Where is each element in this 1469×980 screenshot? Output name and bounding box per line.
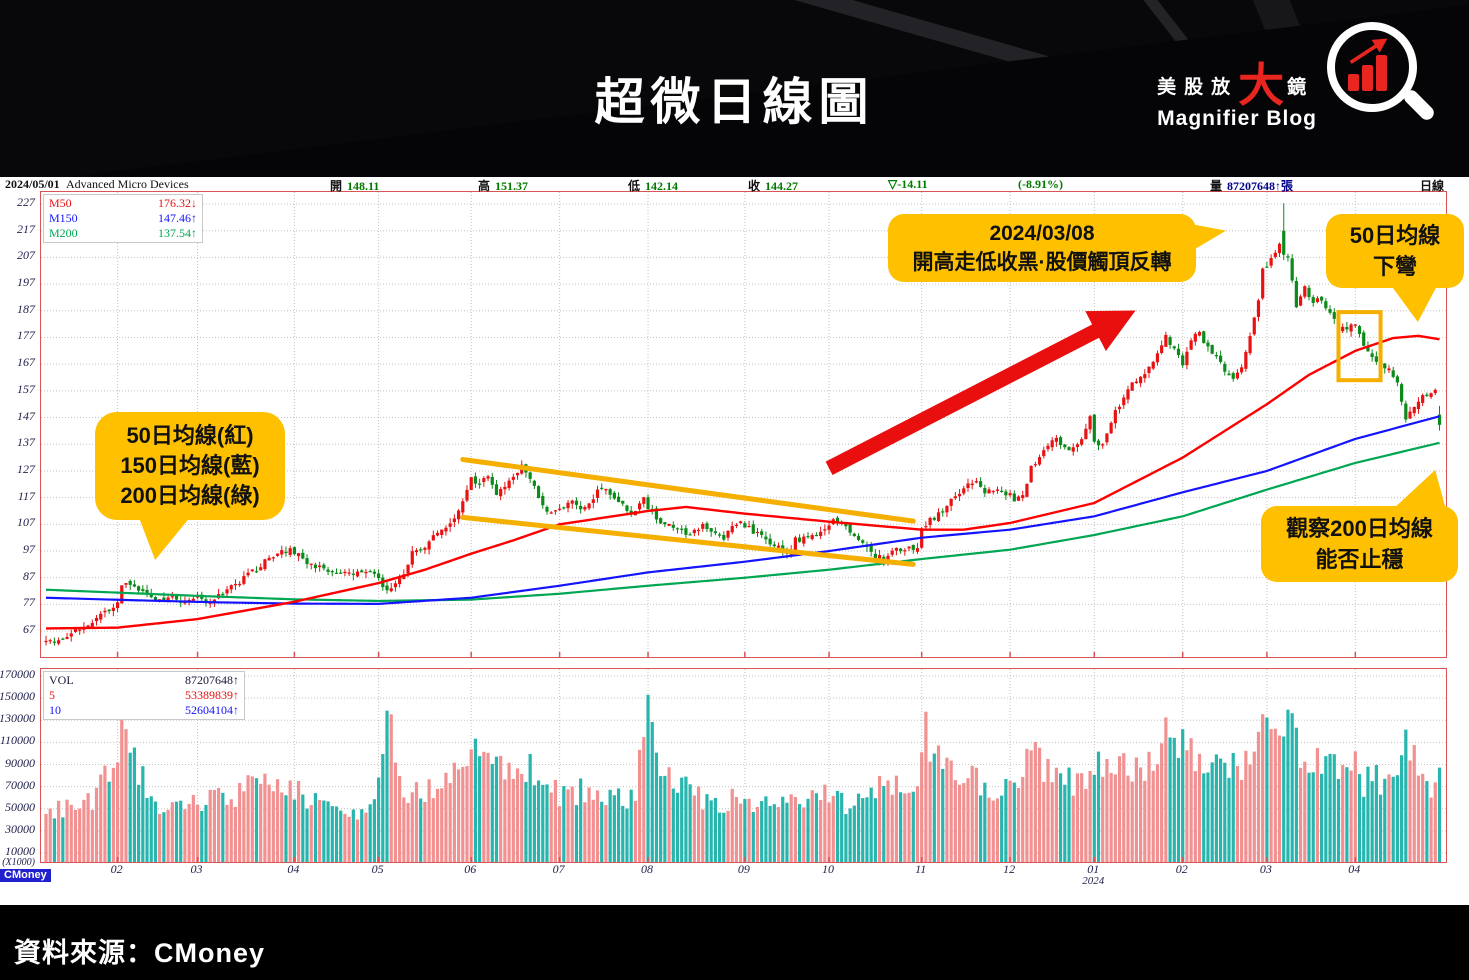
volume-y-tick-label: 170000 xyxy=(0,667,35,682)
volume-y-tick-label: 70000 xyxy=(5,777,35,792)
price-y-tick-label: 167 xyxy=(17,355,35,370)
price-y-tick-label: 67 xyxy=(23,622,35,637)
logo-text-part1: 美股放 xyxy=(1157,76,1239,98)
volume-unit-label: (X1000) xyxy=(2,857,35,869)
ma-legend: M50 176.32↓ M150 147.46↑ M200 137.54↑ xyxy=(43,194,203,243)
x-tick-label: 04 xyxy=(287,862,300,876)
price-y-axis: 227 217 207 197 187 177 167 157 147 137 127 117 107 9… xyxy=(0,191,38,656)
price-y-tick-label: 87 xyxy=(23,568,35,583)
price-y-tick-label: 127 xyxy=(17,461,35,476)
x-tick-label: 09 xyxy=(737,862,750,876)
volume-y-tick-label: 150000 xyxy=(0,689,35,704)
legend-row: 10 52604104↑ xyxy=(49,703,239,717)
legend-row: 5 53389839↑ xyxy=(49,688,239,702)
annotation-line: 開高走低收黑·股價觸頂反轉 xyxy=(912,251,1172,274)
footer: 資料來源：CMoney xyxy=(0,905,1469,980)
legend-row: M150 147.46↑ xyxy=(49,211,197,225)
logo-text-big: 大 xyxy=(1238,59,1285,111)
source-label: 資料來源：CMoney xyxy=(14,938,266,968)
annotation-line: 150日均線(藍) xyxy=(120,453,260,478)
annotation-line: 2024/03/08 xyxy=(989,222,1095,245)
price-y-tick-label: 177 xyxy=(17,328,35,343)
close-field: 收 144.27 xyxy=(748,179,799,193)
price-y-tick-label: 137 xyxy=(17,435,35,450)
volume-chart xyxy=(41,669,1446,862)
annotation-line: 50日均線 xyxy=(1349,223,1441,248)
volume-y-tick-label: 50000 xyxy=(5,799,35,814)
x-tick-label: 02 xyxy=(1175,862,1188,876)
info-bar: 2024/05/01 Advanced Micro Devices 開 148.1… xyxy=(0,177,1469,193)
price-y-tick-label: 157 xyxy=(17,381,35,396)
change-field: ▽-14.11 xyxy=(888,177,928,191)
price-y-tick-label: 77 xyxy=(23,595,35,610)
logo-text: 美股放 大 鏡 xyxy=(1157,59,1317,111)
annotation-line: 能否止穩 xyxy=(1315,547,1404,572)
change-pct-field: (-8.91%) xyxy=(1018,177,1063,191)
cmoney-badge: CMoney xyxy=(0,869,51,882)
x-tick-label: 11 xyxy=(915,862,927,876)
x-tick-label: 03 xyxy=(1259,862,1272,876)
page-title: 超微日線圖 xyxy=(594,74,875,130)
price-y-tick-label: 97 xyxy=(23,542,35,557)
legend-row: VOL 87207648↑ xyxy=(49,673,239,687)
legend-row: M200 137.54↑ xyxy=(49,226,197,240)
trade-date: 2024/05/01 xyxy=(5,177,60,191)
x-tick-label: 03 xyxy=(190,862,203,876)
price-y-tick-label: 117 xyxy=(17,488,35,503)
volume-panel: VOL 87207648↑ 5 53389839↑ 10 52604104↑ xyxy=(40,668,1447,863)
x-tick-label: 07 xyxy=(552,862,565,876)
x-tick-label: 06 xyxy=(464,862,477,876)
logo-text-part2: 鏡 xyxy=(1287,76,1315,98)
annotation-ma50-bend: 50日均線 下彎 xyxy=(1326,214,1464,322)
price-y-tick-label: 217 xyxy=(17,221,35,236)
volume-y-tick-label: 10000 xyxy=(5,844,35,859)
annotation-line: 下彎 xyxy=(1372,254,1417,279)
bar-chart-icon xyxy=(1362,65,1373,91)
price-y-tick-label: 147 xyxy=(17,408,35,423)
magnifier-handle xyxy=(1401,87,1437,123)
annotation-ma200-support: 觀察200日均線 能否止穩 xyxy=(1261,470,1458,582)
period-label: 日線 xyxy=(1420,179,1445,193)
header: 超微日線圖 美股放 大 鏡 Magnifier Blog xyxy=(0,0,1469,177)
x-axis: 02 03 04 05 06 07 08 09 10 11 12 01 2024 02 03 04 xyxy=(40,862,1445,894)
blog-logo: 美股放 大 鏡 Magnifier Blog xyxy=(1157,59,1317,131)
open-field: 開 148.11 xyxy=(330,179,380,193)
x-tick-label: 08 xyxy=(641,862,654,876)
annotation-line: 觀察200日均線 xyxy=(1286,516,1433,541)
volume-y-tick-label: 90000 xyxy=(5,755,35,770)
high-field: 高 151.37 xyxy=(478,179,529,193)
volume-y-tick-label: 30000 xyxy=(5,821,35,836)
x-tick-label: 04 xyxy=(1348,862,1361,876)
annotation-ma-colors: 50日均線(紅) 150日均線(藍) 200日均線(綠) xyxy=(95,412,285,560)
low-field: 低 142.14 xyxy=(628,179,679,193)
volume-y-axis: 170000 150000 130000 110000 90000 70000 50000 3… xyxy=(0,667,38,868)
x-tick-label: 12 xyxy=(1003,862,1016,876)
volume-y-tick-label: 110000 xyxy=(0,733,35,748)
magnifier-icon xyxy=(1327,22,1439,134)
x-tick-label: 02 xyxy=(110,862,123,876)
annotation-line: 200日均線(綠) xyxy=(120,483,260,508)
annotation-line: 50日均線(紅) xyxy=(126,423,254,448)
price-y-tick-label: 197 xyxy=(17,275,35,290)
price-y-tick-label: 207 xyxy=(17,248,35,263)
price-y-tick-label: 107 xyxy=(17,515,35,530)
x-tick-label: 05 xyxy=(371,862,384,876)
magnifier-lens xyxy=(1327,22,1417,112)
legend-row: M50 176.32↓ xyxy=(49,196,197,210)
bar-chart-icon xyxy=(1348,74,1359,91)
volume-legend: VOL 87207648↑ 5 53389839↑ 10 52604104↑ xyxy=(43,671,245,720)
volume-y-tick-label: 130000 xyxy=(0,711,35,726)
price-y-tick-label: 187 xyxy=(17,301,35,316)
stock-name: Advanced Micro Devices xyxy=(66,177,189,191)
logo-subtitle: Magnifier Blog xyxy=(1157,107,1317,130)
price-y-tick-label: 227 xyxy=(17,195,35,209)
x-tick-label: 01 2024 xyxy=(1082,862,1105,887)
bar-chart-icon xyxy=(1376,55,1387,91)
annotation-peak-reversal: 2024/03/08 開高走低收黑·股價觸頂反轉 xyxy=(888,214,1226,282)
volume-field: 量 87207648↑張 xyxy=(1210,179,1294,193)
x-tick-label: 10 xyxy=(822,862,835,876)
candlestick-chart xyxy=(41,192,1446,657)
